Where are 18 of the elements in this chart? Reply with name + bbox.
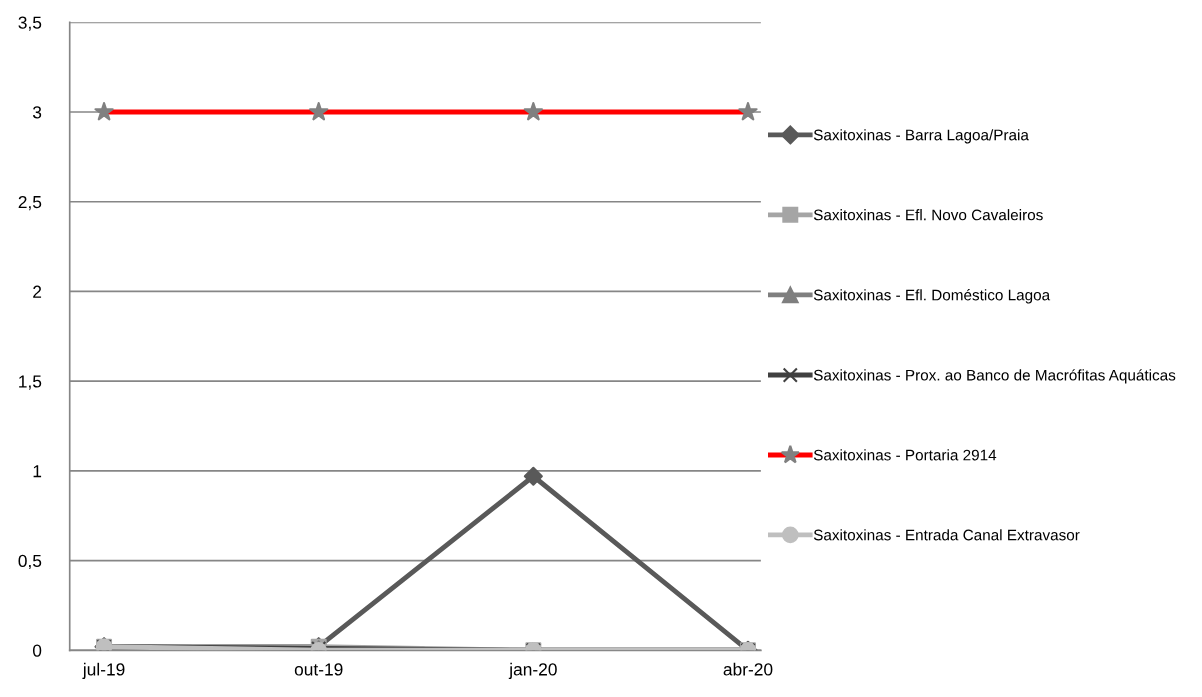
y-tick-label: 3 — [32, 106, 42, 119]
y-tick-label: 3,5 — [18, 16, 42, 31]
x-tick-label: jan-20 — [508, 662, 557, 679]
legend-label: Saxitoxinas - Barra Lagoa/Praia — [813, 129, 1029, 144]
legend-label: Saxitoxinas - Entrada Canal Extravasor — [813, 529, 1080, 541]
legend-label: Saxitoxinas - Prox. ao Banco de Macrófitas Aquáticas — [813, 369, 1176, 384]
legend-label: Saxitoxinas - Efl. Doméstico Lagoa — [813, 289, 1051, 304]
y-tick-label: 2 — [33, 285, 42, 298]
y-tick-label: 1 — [33, 465, 42, 478]
x-tick-label: out-19 — [294, 663, 343, 676]
y-tick-label: 1,5 — [19, 375, 42, 390]
y-tick-label: 2,5 — [18, 195, 42, 211]
y-tick-label: 0,5 — [18, 554, 42, 570]
y-tick-label: 0 — [32, 644, 42, 657]
x-tick-label: jul-19 — [82, 662, 125, 679]
legend-label: Saxitoxinas - Efl. Novo Cavaleiros — [813, 209, 1043, 221]
legend-label: Saxitoxinas - Portaria 2914 — [813, 449, 997, 461]
x-tick-label: abr-20 — [723, 662, 773, 676]
